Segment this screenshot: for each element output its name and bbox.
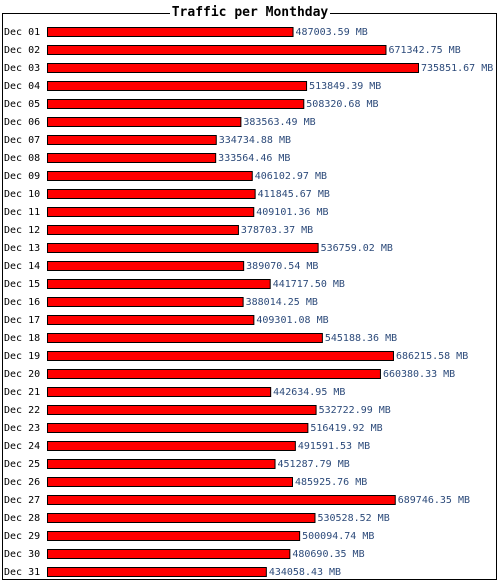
day-label: Dec 11 [4, 207, 40, 218]
traffic-bar [47, 549, 291, 559]
value-label: 334734.88 MB [219, 135, 291, 146]
day-label: Dec 29 [4, 531, 40, 542]
value-label: 513849.39 MB [309, 81, 381, 92]
value-label: 735851.67 MB [421, 63, 493, 74]
traffic-bar [47, 117, 242, 127]
day-label: Dec 28 [4, 513, 40, 524]
traffic-bar [47, 423, 309, 433]
day-label: Dec 10 [4, 189, 40, 200]
value-label: 660380.33 MB [383, 369, 455, 380]
day-label: Dec 24 [4, 441, 40, 452]
day-label: Dec 17 [4, 315, 40, 326]
value-label: 671342.75 MB [388, 45, 460, 56]
traffic-bar [47, 513, 316, 523]
day-label: Dec 26 [4, 477, 40, 488]
day-label: Dec 18 [4, 333, 40, 344]
traffic-bar [47, 207, 255, 217]
value-label: 409301.08 MB [256, 315, 328, 326]
traffic-bar [47, 99, 305, 109]
value-label: 434058.43 MB [269, 567, 341, 578]
traffic-bar [47, 387, 272, 397]
value-label: 378703.37 MB [241, 225, 313, 236]
traffic-bar [47, 351, 394, 361]
traffic-bar [47, 63, 419, 73]
day-label: Dec 12 [4, 225, 40, 236]
traffic-bar [47, 567, 267, 577]
day-label: Dec 30 [4, 549, 40, 560]
day-label: Dec 04 [4, 81, 40, 92]
day-label: Dec 16 [4, 297, 40, 308]
traffic-bar [47, 369, 381, 379]
value-label: 500094.74 MB [302, 531, 374, 542]
day-label: Dec 03 [4, 63, 40, 74]
traffic-bar [47, 333, 323, 343]
traffic-bar [47, 297, 244, 307]
value-label: 411845.67 MB [258, 189, 330, 200]
value-label: 530528.52 MB [317, 513, 389, 524]
value-label: 545188.36 MB [325, 333, 397, 344]
traffic-bar [47, 315, 255, 325]
traffic-bar [47, 279, 271, 289]
day-label: Dec 19 [4, 351, 40, 362]
day-label: Dec 09 [4, 171, 40, 182]
value-label: 409101.36 MB [256, 207, 328, 218]
day-label: Dec 23 [4, 423, 40, 434]
value-label: 480690.35 MB [292, 549, 364, 560]
traffic-bar [47, 225, 239, 235]
traffic-bar [47, 27, 294, 37]
value-label: 516419.92 MB [310, 423, 382, 434]
traffic-bar [47, 81, 308, 91]
day-label: Dec 25 [4, 459, 40, 470]
traffic-bar [47, 135, 217, 145]
value-label: 508320.68 MB [306, 99, 378, 110]
value-label: 491591.53 MB [298, 441, 370, 452]
day-label: Dec 06 [4, 117, 40, 128]
day-label: Dec 27 [4, 495, 40, 506]
traffic-bar [47, 189, 256, 199]
day-label: Dec 08 [4, 153, 40, 164]
day-label: Dec 20 [4, 369, 40, 380]
day-label: Dec 22 [4, 405, 40, 416]
day-label: Dec 02 [4, 45, 40, 56]
traffic-bar [47, 495, 396, 505]
day-label: Dec 13 [4, 243, 40, 254]
day-label: Dec 15 [4, 279, 40, 290]
value-label: 532722.99 MB [319, 405, 391, 416]
day-label: Dec 31 [4, 567, 40, 578]
value-label: 441717.50 MB [273, 279, 345, 290]
day-label: Dec 21 [4, 387, 40, 398]
traffic-bar [47, 45, 387, 55]
chart-title: Traffic per Monthday [0, 4, 500, 22]
value-label: 485925.76 MB [295, 477, 367, 488]
traffic-bar [47, 171, 253, 181]
traffic-bar [47, 405, 317, 415]
value-label: 388014.25 MB [246, 297, 318, 308]
day-label: Dec 01 [4, 27, 40, 38]
day-label: Dec 14 [4, 261, 40, 272]
day-label: Dec 07 [4, 135, 40, 146]
traffic-bar [47, 261, 245, 271]
value-label: 333564.46 MB [218, 153, 290, 164]
value-label: 689746.35 MB [398, 495, 470, 506]
value-label: 406102.97 MB [255, 171, 327, 182]
value-label: 451287.79 MB [278, 459, 350, 470]
value-label: 487003.59 MB [296, 27, 368, 38]
traffic-bar [47, 441, 296, 451]
traffic-bar [47, 459, 276, 469]
traffic-bar [47, 153, 217, 163]
chart-title-text: Traffic per Monthday [169, 5, 331, 20]
traffic-bar [47, 477, 293, 487]
value-label: 389070.54 MB [246, 261, 318, 272]
traffic-bar [47, 531, 301, 541]
value-label: 442634.95 MB [273, 387, 345, 398]
traffic-bar [47, 243, 319, 253]
value-label: 686215.58 MB [396, 351, 468, 362]
value-label: 536759.02 MB [321, 243, 393, 254]
value-label: 383563.49 MB [243, 117, 315, 128]
day-label: Dec 05 [4, 99, 40, 110]
